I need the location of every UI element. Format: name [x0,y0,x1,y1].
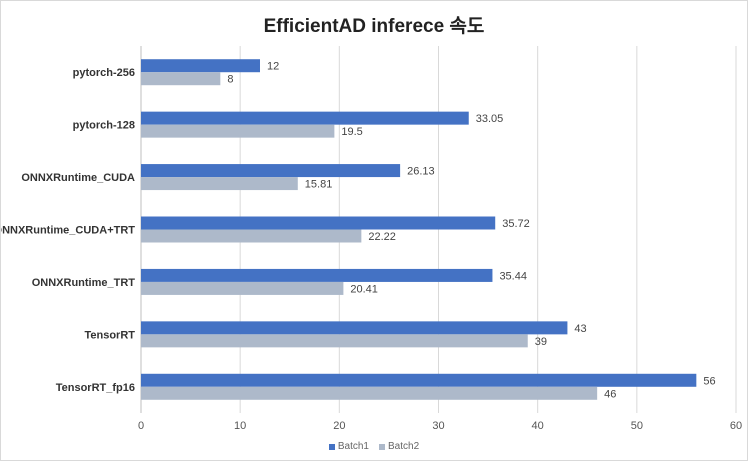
category-label: ONNXRuntime_CUDA+TRT [1,225,135,237]
legend-label-batch2: Batch2 [388,441,420,452]
x-tick-label: 0 [138,420,144,432]
legend-label-batch1: Batch1 [337,441,369,452]
category-label: pytorch-256 [73,67,135,79]
bar-batch2 [141,281,344,295]
bar-batch1 [141,111,469,125]
data-label-batch2: 39 [535,336,547,348]
data-label-batch1: 33.05 [476,113,504,125]
data-label-batch2: 8 [227,74,233,86]
bar-batch1 [141,268,493,282]
data-label-batch1: 35.72 [502,218,530,230]
legend: Batch1 Batch2 [1,441,747,452]
bar-batch2 [141,177,298,191]
category-label: pytorch-128 [73,120,135,132]
legend-swatch-batch2 [379,443,385,450]
bar-batch1 [141,164,401,178]
category-label: ONNXRuntime_CUDA [21,172,135,184]
chart-title: EfficientAD inferece 속도 [263,16,485,37]
bar-batch1 [141,59,260,73]
data-label-batch1: 12 [267,61,279,73]
x-tick-label: 60 [730,420,742,432]
data-label-batch2: 20.41 [350,283,378,295]
bar-batch2 [141,72,221,86]
bar-batch2 [141,386,598,400]
legend-swatch-batch1 [328,443,335,450]
legend-item-batch2: Batch2 [379,441,419,452]
x-tick-label: 40 [532,420,544,432]
legend-item-batch1: Batch1 [328,441,369,452]
x-tick-label: 10 [234,420,246,432]
category-label: ONNXRuntime_TRT [32,277,136,289]
x-tick-label: 50 [631,420,643,432]
x-tick-label: 20 [333,420,345,432]
category-label: TensorRT_fp16 [56,382,135,394]
data-label-batch2: 46 [604,388,616,400]
data-label-batch1: 26.13 [407,166,435,178]
data-label-batch2: 15.81 [305,179,333,191]
data-label-batch2: 22.22 [368,231,396,243]
bar-batch1 [141,216,496,230]
data-label-batch1: 56 [703,375,715,387]
data-label-batch1: 43 [574,323,586,335]
category-label: TensorRT [84,329,135,341]
bar-batch2 [141,124,335,138]
bar-batch1 [141,373,697,387]
bar-batch2 [141,229,362,243]
bar-batch1 [141,321,568,335]
data-label-batch2: 19.5 [341,126,362,138]
x-tick-label: 30 [432,420,444,432]
data-label-batch1: 35.44 [499,270,527,282]
bar-batch2 [141,334,528,348]
